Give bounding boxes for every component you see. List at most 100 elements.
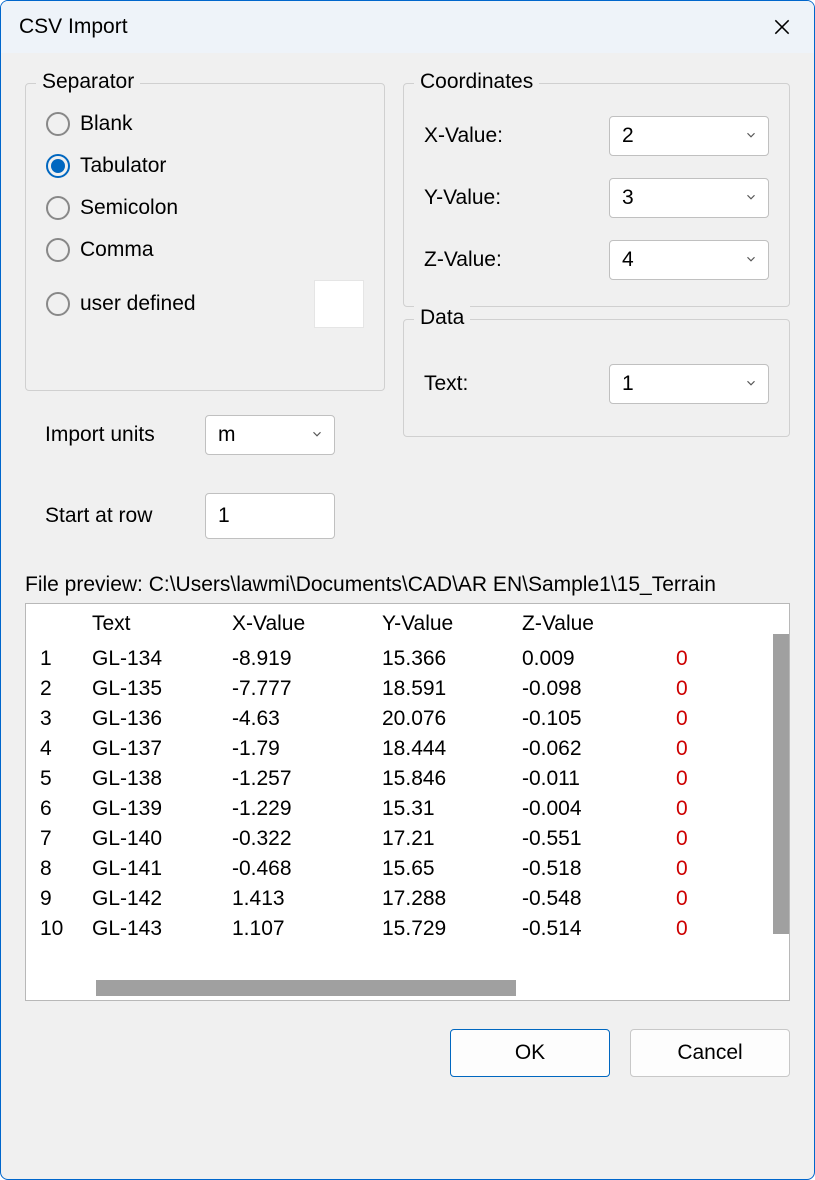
cell-x: -7.777 xyxy=(226,674,376,704)
cell-x: -0.468 xyxy=(226,854,376,884)
table-row[interactable]: 6GL-139-1.22915.31-0.0040 xyxy=(34,794,785,824)
start-row-label: Start at row xyxy=(25,504,195,528)
import-units-combo[interactable]: m xyxy=(205,415,335,455)
cell-text: GL-139 xyxy=(86,794,226,824)
table-row[interactable]: 10GL-1431.10715.729-0.5140 xyxy=(34,914,785,944)
ok-button[interactable]: OK xyxy=(450,1029,610,1077)
row-number: 3 xyxy=(34,704,86,734)
chevron-down-icon xyxy=(744,186,758,210)
table-row[interactable]: 1GL-134-8.91915.3660.0090 xyxy=(34,644,785,674)
separator-user-defined-radio[interactable]: user defined xyxy=(46,292,196,316)
x-column-header: X-Value xyxy=(226,608,376,644)
table-row[interactable]: 9GL-1421.41317.288-0.5480 xyxy=(34,884,785,914)
text-column-label: Text: xyxy=(424,372,468,396)
row-number-header xyxy=(34,608,86,644)
table-row[interactable]: 3GL-136-4.6320.076-0.1050 xyxy=(34,704,785,734)
cell-z: -0.011 xyxy=(516,764,656,794)
cell-z: -0.518 xyxy=(516,854,656,884)
separator-group: Separator Blank Tabulator Semicolon xyxy=(25,83,385,391)
cell-x: -4.63 xyxy=(226,704,376,734)
start-row-value: 1 xyxy=(218,504,230,528)
csv-import-dialog: CSV Import Separator Blank Tabulator xyxy=(0,0,815,1180)
radio-label: user defined xyxy=(80,292,196,316)
cell-extra: 0 xyxy=(656,764,785,794)
radio-label: Tabulator xyxy=(80,154,166,178)
cell-y: 15.31 xyxy=(376,794,516,824)
row-number: 2 xyxy=(34,674,86,704)
extra-column-header xyxy=(656,608,785,644)
horizontal-scrollbar[interactable] xyxy=(96,980,516,996)
table-row[interactable]: 4GL-137-1.7918.444-0.0620 xyxy=(34,734,785,764)
cell-y: 15.846 xyxy=(376,764,516,794)
cell-extra: 0 xyxy=(656,854,785,884)
chevron-down-icon xyxy=(744,124,758,148)
separator-semicolon-radio[interactable]: Semicolon xyxy=(46,196,364,220)
y-value-combo[interactable]: 3 xyxy=(609,178,769,218)
row-number: 8 xyxy=(34,854,86,884)
cell-x: 1.413 xyxy=(226,884,376,914)
preview-table: Text X-Value Y-Value Z-Value 1GL-134-8.9… xyxy=(34,608,785,944)
separator-tabulator-radio[interactable]: Tabulator xyxy=(46,154,364,178)
import-units-label: Import units xyxy=(25,423,195,447)
row-number: 6 xyxy=(34,794,86,824)
separator-blank-radio[interactable]: Blank xyxy=(46,112,364,136)
table-row[interactable]: 2GL-135-7.77718.591-0.0980 xyxy=(34,674,785,704)
row-number: 7 xyxy=(34,824,86,854)
file-preview-box: Text X-Value Y-Value Z-Value 1GL-134-8.9… xyxy=(25,603,790,1001)
vertical-scrollbar[interactable] xyxy=(773,634,789,934)
cell-x: 1.107 xyxy=(226,914,376,944)
cell-text: GL-143 xyxy=(86,914,226,944)
user-defined-separator-input[interactable] xyxy=(314,280,364,328)
separator-group-label: Separator xyxy=(36,70,140,94)
radio-label: Comma xyxy=(80,238,154,262)
cell-x: -0.322 xyxy=(226,824,376,854)
chevron-down-icon xyxy=(744,372,758,396)
table-row[interactable]: 5GL-138-1.25715.846-0.0110 xyxy=(34,764,785,794)
chevron-down-icon xyxy=(310,423,324,447)
radio-label: Semicolon xyxy=(80,196,178,220)
x-value-combo[interactable]: 2 xyxy=(609,116,769,156)
row-number: 4 xyxy=(34,734,86,764)
row-number: 1 xyxy=(34,644,86,674)
cell-z: 0.009 xyxy=(516,644,656,674)
cell-y: 15.729 xyxy=(376,914,516,944)
cell-x: -1.257 xyxy=(226,764,376,794)
cell-x: -1.229 xyxy=(226,794,376,824)
data-group-label: Data xyxy=(414,306,470,330)
cell-y: 18.591 xyxy=(376,674,516,704)
close-button[interactable] xyxy=(768,13,796,41)
ok-button-label: OK xyxy=(515,1041,545,1065)
text-column-combo[interactable]: 1 xyxy=(609,364,769,404)
row-number: 10 xyxy=(34,914,86,944)
cell-text: GL-134 xyxy=(86,644,226,674)
table-row[interactable]: 7GL-140-0.32217.21-0.5510 xyxy=(34,824,785,854)
close-icon xyxy=(772,17,792,37)
separator-comma-radio[interactable]: Comma xyxy=(46,238,364,262)
cell-text: GL-137 xyxy=(86,734,226,764)
cell-text: GL-136 xyxy=(86,704,226,734)
cell-z: -0.551 xyxy=(516,824,656,854)
cell-z: -0.514 xyxy=(516,914,656,944)
cell-extra: 0 xyxy=(656,794,785,824)
cancel-button[interactable]: Cancel xyxy=(630,1029,790,1077)
title-bar: CSV Import xyxy=(1,1,814,53)
cell-extra: 0 xyxy=(656,914,785,944)
cell-z: -0.062 xyxy=(516,734,656,764)
cell-extra: 0 xyxy=(656,704,785,734)
y-column-header: Y-Value xyxy=(376,608,516,644)
x-value-label: X-Value: xyxy=(424,124,503,148)
text-column-value: 1 xyxy=(622,372,634,396)
z-value-combo[interactable]: 4 xyxy=(609,240,769,280)
cell-z: -0.548 xyxy=(516,884,656,914)
cell-text: GL-140 xyxy=(86,824,226,854)
cell-z: -0.098 xyxy=(516,674,656,704)
cell-extra: 0 xyxy=(656,824,785,854)
cell-y: 20.076 xyxy=(376,704,516,734)
radio-label: Blank xyxy=(80,112,133,136)
table-row[interactable]: 8GL-141-0.46815.65-0.5180 xyxy=(34,854,785,884)
cell-x: -8.919 xyxy=(226,644,376,674)
cell-y: 15.366 xyxy=(376,644,516,674)
cell-y: 17.21 xyxy=(376,824,516,854)
y-value: 3 xyxy=(622,186,634,210)
start-row-input[interactable]: 1 xyxy=(205,493,335,539)
